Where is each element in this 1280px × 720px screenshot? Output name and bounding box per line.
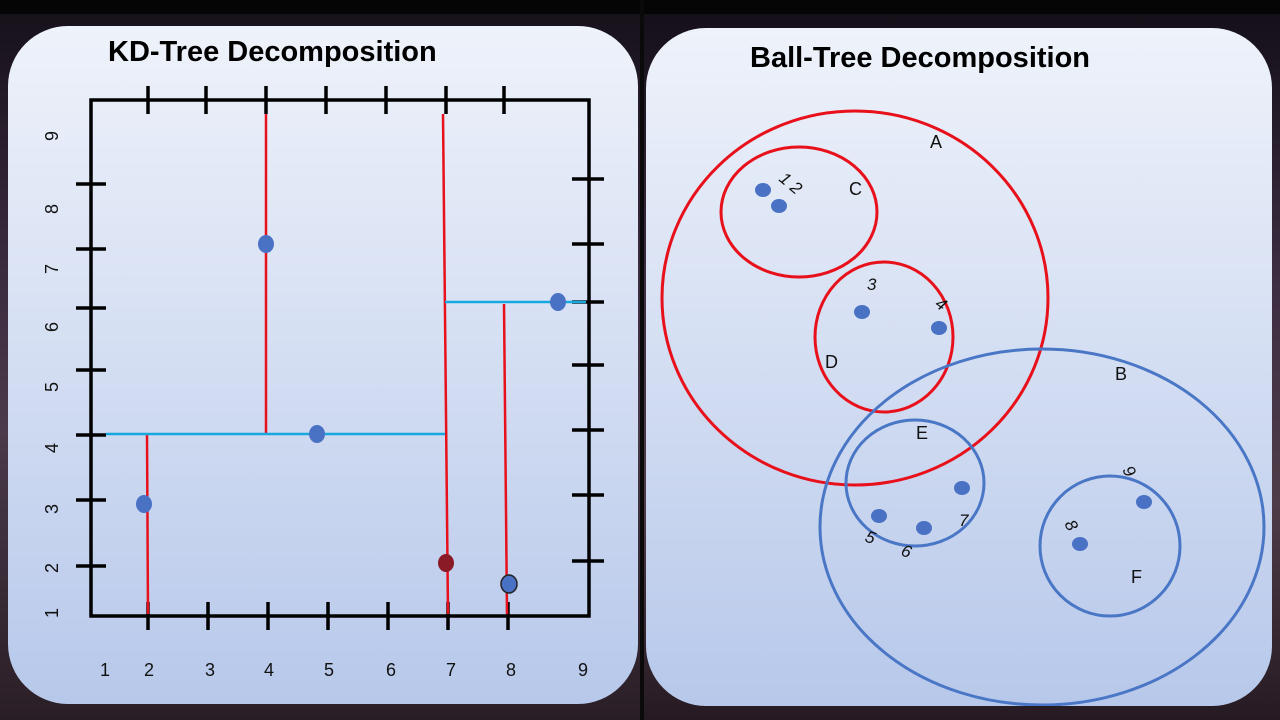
kd-tree-title: KD-Tree Decomposition xyxy=(108,36,437,68)
kd-frame xyxy=(89,98,591,618)
ball-label-f: F xyxy=(1131,567,1142,587)
split-x-2 xyxy=(145,433,150,615)
x-label: 4 xyxy=(264,660,274,680)
kd-point xyxy=(550,293,566,311)
ball-e xyxy=(844,418,986,548)
ball-label-c: C xyxy=(849,179,862,199)
panel-divider xyxy=(640,0,644,720)
ball-label-b: B xyxy=(1115,364,1127,384)
ball-d xyxy=(813,260,955,414)
x-label: 8 xyxy=(506,660,516,680)
ball-tree-diagram: A B C D E F 1 2 3 4 5 6 7 8 9 xyxy=(660,109,1266,706)
ball-label-e: E xyxy=(916,423,928,443)
y-label: 6 xyxy=(42,322,62,332)
kd-point xyxy=(438,554,454,572)
split-x-8 xyxy=(502,303,509,615)
y-label: 7 xyxy=(42,264,62,274)
x-label: 2 xyxy=(144,660,154,680)
point-label-3: 3 xyxy=(867,275,877,294)
kd-point xyxy=(309,425,325,443)
ball-a xyxy=(660,109,1050,487)
point-label-5: 5 xyxy=(863,527,879,548)
ball-point xyxy=(1136,495,1152,509)
ball-c xyxy=(719,145,879,279)
top-ticks xyxy=(146,86,506,114)
y-label: 5 xyxy=(42,382,62,392)
kd-points xyxy=(136,235,566,594)
kd-point xyxy=(258,235,274,253)
x-label: 9 xyxy=(578,660,588,680)
ball-points xyxy=(755,183,1152,551)
ball-label-a: A xyxy=(930,132,942,152)
ball-tree-panel: Ball-Tree Decomposition A B C D E xyxy=(646,28,1272,706)
ball-point xyxy=(1072,537,1088,551)
y-label: 2 xyxy=(42,563,62,573)
y-label: 8 xyxy=(42,204,62,214)
ball-point xyxy=(771,199,787,213)
x-label: 1 xyxy=(100,660,110,680)
ball-tree-title: Ball-Tree Decomposition xyxy=(750,42,1091,74)
y-axis-labels: 1 2 3 4 5 6 7 8 9 xyxy=(42,131,62,618)
y-label: 3 xyxy=(42,504,62,514)
left-ticks xyxy=(76,182,106,568)
ball-b xyxy=(818,347,1266,706)
kd-point xyxy=(136,495,152,513)
y-label: 4 xyxy=(42,443,62,453)
right-ticks xyxy=(572,177,604,563)
ball-point xyxy=(916,521,932,535)
point-label-8: 8 xyxy=(1061,517,1082,535)
ball-labels: A B C D E F xyxy=(825,132,1142,587)
ball-f xyxy=(1038,474,1182,618)
x-label: 6 xyxy=(386,660,396,680)
split-x-7 xyxy=(441,113,450,615)
point-label-12: 1 2 xyxy=(775,169,806,199)
y-label: 1 xyxy=(42,608,62,618)
ball-point xyxy=(871,509,887,523)
ball-point xyxy=(931,321,947,335)
x-label: 3 xyxy=(205,660,215,680)
kd-point xyxy=(500,574,518,594)
y-label: 9 xyxy=(42,131,62,141)
x-axis-labels: 1 2 3 4 5 6 7 8 9 xyxy=(100,660,588,680)
ball-point xyxy=(854,305,870,319)
x-label: 7 xyxy=(446,660,456,680)
point-label-7: 7 xyxy=(959,511,969,530)
kd-tree-panel: KD-Tree Decomposition xyxy=(8,26,638,704)
ball-point xyxy=(954,481,970,495)
ball-point xyxy=(755,183,771,197)
ball-label-d: D xyxy=(825,352,838,372)
x-label: 5 xyxy=(324,660,334,680)
kd-tree-diagram: 1 2 3 4 5 6 7 8 9 1 2 3 4 5 6 7 8 9 xyxy=(42,86,604,680)
